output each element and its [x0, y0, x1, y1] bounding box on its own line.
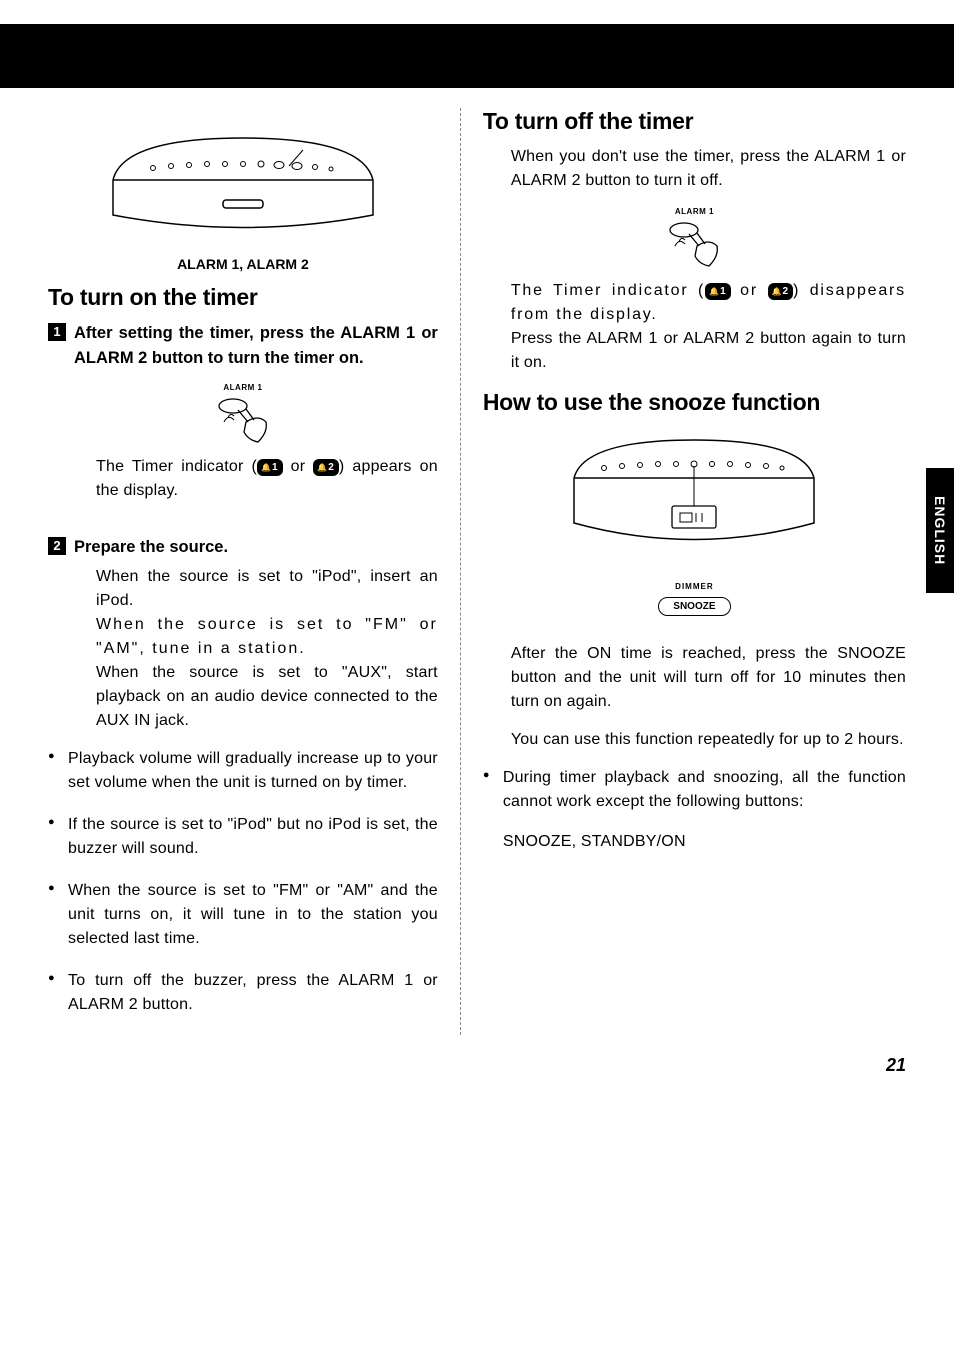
- alarm2-icon: 2: [313, 459, 339, 476]
- step-number-2: 2: [48, 537, 66, 555]
- header-bar: [0, 24, 954, 88]
- timer-indicator-appears: The Timer indicator (1 or 2) appears on …: [48, 455, 438, 503]
- alarm1-icon-b: 1: [705, 283, 731, 300]
- step-2-text: Prepare the source.: [74, 535, 228, 560]
- off-indicator: The Timer indicator (1 or 2) disappears …: [483, 279, 906, 327]
- snooze-text-1: After the ON time is reached, press the …: [483, 642, 906, 714]
- press-alarm-figure-2: ALARM 1: [483, 207, 906, 271]
- bullet-4: To turn off the buzzer, press the ALARM …: [48, 969, 438, 1017]
- alarm1-label: ALARM 1: [48, 383, 438, 392]
- snooze-device-figure: DIMMER SNOOZE: [483, 428, 906, 616]
- right-column: To turn off the timer When you don't use…: [460, 108, 906, 1035]
- step-number-1: 1: [48, 323, 66, 341]
- off-text-1: When you don't use the timer, press the …: [483, 145, 906, 193]
- device-caption: ALARM 1, ALARM 2: [48, 256, 438, 272]
- heading-turn-on: To turn on the timer: [48, 284, 438, 311]
- heading-snooze: How to use the snooze function: [483, 389, 906, 416]
- snooze-button-label: SNOOZE: [658, 597, 730, 616]
- step-1-text: After setting the timer, press the ALARM…: [74, 321, 438, 371]
- src-ipod: When the source is set to "iPod", insert…: [48, 565, 438, 613]
- bullet-3: When the source is set to "FM" or "AM" a…: [48, 879, 438, 951]
- dimmer-label: DIMMER: [483, 582, 906, 591]
- alarm1-label-2: ALARM 1: [483, 207, 906, 216]
- snooze-text-2: You can use this function repeatedly for…: [483, 728, 906, 752]
- heading-turn-off: To turn off the timer: [483, 108, 906, 135]
- press-alarm-figure-1: ALARM 1: [48, 383, 438, 447]
- bullet-1: Playback volume will gradually increase …: [48, 747, 438, 795]
- snooze-bullets: During timer playback and snoozing, all …: [483, 766, 906, 854]
- left-column: ALARM 1, ALARM 2 To turn on the timer 1 …: [48, 108, 460, 1035]
- snooze-buttons-list: SNOOZE, STANDBY/ON: [503, 833, 686, 850]
- bullet-2: If the source is set to "iPod" but no iP…: [48, 813, 438, 861]
- step-2: 2 Prepare the source.: [48, 535, 438, 560]
- device-top-figure: ALARM 1, ALARM 2: [48, 120, 438, 272]
- alarm2-icon-b: 2: [768, 283, 794, 300]
- step-1: 1 After setting the timer, press the ALA…: [48, 321, 438, 371]
- alarm1-icon: 1: [257, 459, 283, 476]
- language-tab: ENGLISH: [926, 468, 954, 593]
- src-fmam: When the source is set to "FM" or "AM", …: [48, 613, 438, 661]
- page-number: 21: [48, 1055, 906, 1076]
- off-text-3: Press the ALARM 1 or ALARM 2 button agai…: [483, 327, 906, 375]
- left-bullets: Playback volume will gradually increase …: [48, 747, 438, 1017]
- snooze-bullet: During timer playback and snoozing, all …: [483, 766, 906, 854]
- src-aux: When the source is set to "AUX", start p…: [48, 661, 438, 733]
